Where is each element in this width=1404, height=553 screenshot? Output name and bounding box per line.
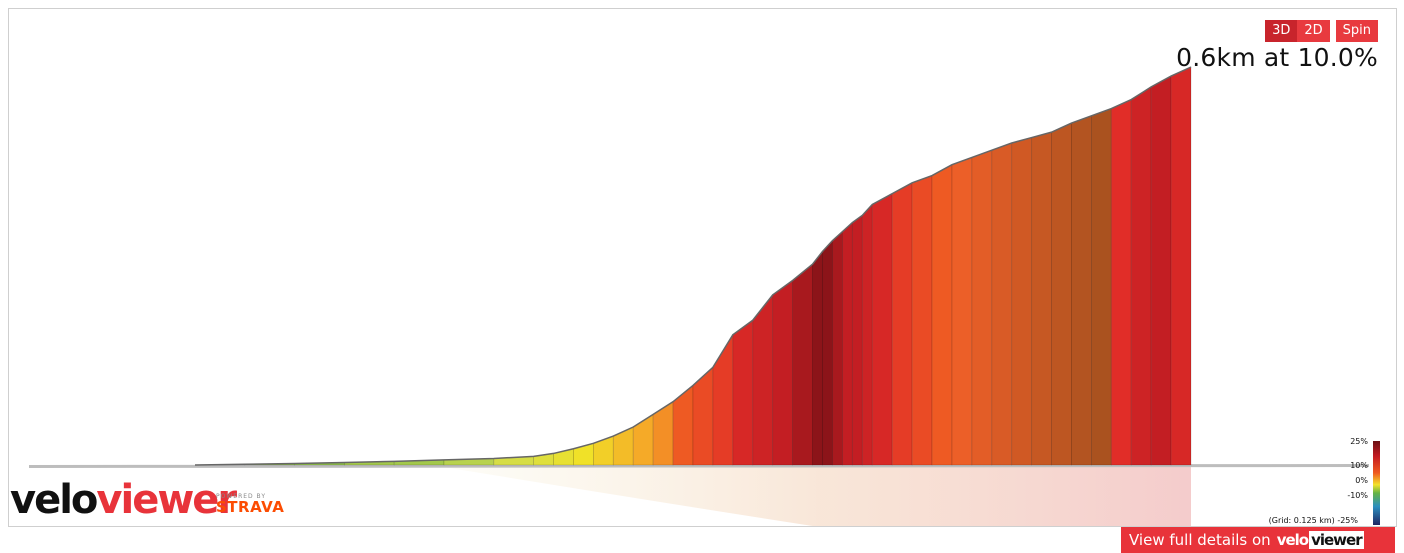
legend-label-10: 10% <box>1350 461 1368 470</box>
view-2d-button[interactable]: 2D <box>1297 20 1330 42</box>
view-mode-toolbar: 3D 2D Spin <box>1265 20 1378 42</box>
profile-segment-bar[interactable] <box>951 156 973 466</box>
view-mode-group: 3D 2D <box>1265 20 1330 42</box>
profile-segment-bar[interactable] <box>1071 115 1092 466</box>
profile-segment-bar[interactable] <box>832 230 843 466</box>
profile-segment-bar[interactable] <box>991 142 1013 466</box>
profile-segment-bar[interactable] <box>672 384 694 466</box>
logo-velo-text: velo <box>10 477 98 523</box>
profile-segment-bar[interactable] <box>632 413 654 466</box>
profile-segment-bar[interactable] <box>971 149 993 466</box>
profile-segment-bar[interactable] <box>1051 122 1072 466</box>
profile-segment-bar[interactable] <box>612 426 634 466</box>
profile-segment-bar[interactable] <box>1091 108 1112 466</box>
powered-by-label: POWERED BY <box>216 493 267 500</box>
profile-segment-bar[interactable] <box>652 400 674 466</box>
grid-note: (Grid: 0.125 km) -25% <box>1269 516 1358 525</box>
profile-segment-bar[interactable] <box>1011 137 1033 466</box>
profile-segment-bar[interactable] <box>1110 98 1132 466</box>
grid-note-text: (Grid: 0.125 km) <box>1268 516 1335 525</box>
profile-segment-bar[interactable] <box>842 221 853 466</box>
strava-logo-text: STRAVA <box>216 498 285 516</box>
profile-segment-bar[interactable] <box>822 239 833 466</box>
grade-color-legend: 25% 10% 0% -10% (Grid: 0.125 km) -25% <box>1269 433 1380 526</box>
strava-badge[interactable]: POWERED BY STRAVA <box>216 493 284 515</box>
details-link-text: View full details on <box>1129 531 1271 549</box>
profile-outline <box>194 66 1192 466</box>
profile-segment-bar[interactable] <box>1130 86 1152 466</box>
grade-color-scale <box>1373 441 1380 525</box>
profile-segment-bar[interactable] <box>732 319 754 466</box>
profile-segment-bar[interactable] <box>1031 131 1052 466</box>
profile-segment-bar[interactable] <box>812 250 823 466</box>
profile-segment-bar[interactable] <box>712 333 734 466</box>
view-3d-button[interactable]: 3D <box>1265 20 1298 42</box>
details-brand-viewer: viewer <box>1309 531 1364 549</box>
profile-segment-bar[interactable] <box>911 174 933 466</box>
profile-segment-bar[interactable] <box>1170 66 1192 466</box>
profile-segment-bar[interactable] <box>861 203 873 466</box>
elevation-profile-chart[interactable] <box>9 9 1396 526</box>
profile-segment-bar[interactable] <box>752 293 774 466</box>
logo-viewer-text: viewer <box>96 477 237 523</box>
legend-label-minus25: -25% <box>1337 516 1358 525</box>
profile-segment-bar[interactable] <box>891 182 913 466</box>
profile-segment-bar[interactable] <box>1150 75 1172 466</box>
legend-label-25: 25% <box>1350 437 1368 446</box>
view-full-details-link[interactable]: View full details on velo viewer <box>1121 527 1395 553</box>
legend-label-0: 0% <box>1355 476 1368 485</box>
profile-segment-bar[interactable] <box>871 192 893 466</box>
profile-segment-bar[interactable] <box>792 263 813 466</box>
details-brand-velo: velo <box>1276 531 1309 549</box>
segment-summary: 0.6km at 10.0% <box>1176 43 1378 72</box>
legend-label-minus10: -10% <box>1347 491 1368 500</box>
spin-button[interactable]: Spin <box>1335 20 1378 42</box>
profile-viewer[interactable]: 3D 2D Spin 0.6km at 10.0% 25% 10% 0% -10… <box>8 8 1397 527</box>
profile-segment-bar[interactable] <box>772 279 793 466</box>
profile-segment-bar[interactable] <box>931 164 953 466</box>
profile-segment-bar[interactable] <box>851 214 863 466</box>
veloviewer-logo[interactable]: velo viewer <box>10 477 237 523</box>
profile-reflection <box>444 467 1191 526</box>
